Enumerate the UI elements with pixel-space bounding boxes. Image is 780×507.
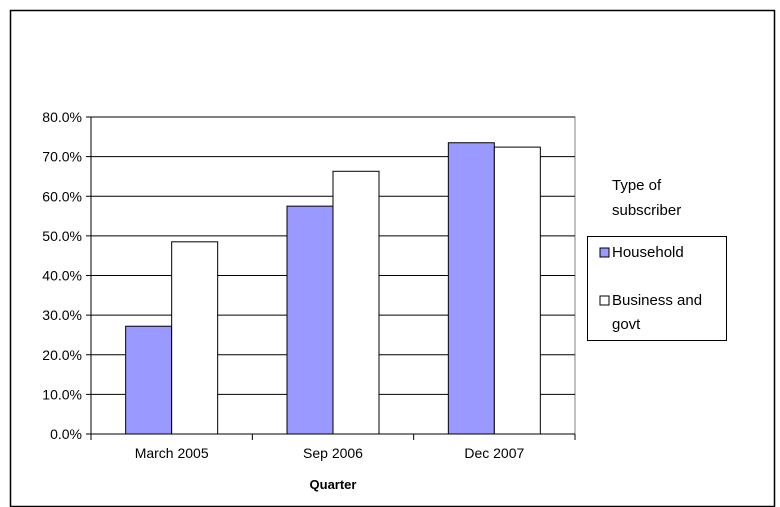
legend-swatch bbox=[599, 295, 610, 306]
bar-household bbox=[286, 205, 334, 435]
x-tick-label: Dec 2007 bbox=[464, 445, 524, 461]
y-tick-label: 30.0% bbox=[42, 307, 82, 323]
bar-business-govt bbox=[171, 241, 219, 435]
y-tick-label: 40.0% bbox=[42, 268, 82, 284]
legend: Type of subscriber Household Business and go… bbox=[587, 177, 727, 341]
y-tick-label: 60.0% bbox=[42, 188, 82, 204]
x-tick-label: Sep 2006 bbox=[303, 445, 363, 461]
y-tick-label: 20.0% bbox=[42, 347, 82, 363]
legend-title: Type of bbox=[612, 177, 662, 194]
y-tick-label: 10.0% bbox=[42, 386, 82, 402]
bar-household bbox=[447, 142, 495, 435]
y-tick-label: 0.0% bbox=[50, 426, 82, 442]
y-tick-label: 50.0% bbox=[42, 228, 82, 244]
bar-business-govt bbox=[332, 170, 380, 435]
legend-label: Business and bbox=[612, 292, 702, 309]
legend-title: subscriber bbox=[612, 202, 681, 219]
plot-area: 0.0% 10.0% 20.0% 30.0% 40.0% 50.0% 60.0% 70.0% 8… bbox=[42, 109, 576, 461]
y-tick-label: 70.0% bbox=[42, 149, 82, 165]
y-tick-label: 80.0% bbox=[42, 109, 82, 125]
x-axis-title: Quarter bbox=[310, 477, 357, 492]
legend-label: govt bbox=[612, 316, 641, 333]
bar-household bbox=[125, 325, 173, 435]
legend-box bbox=[587, 236, 727, 341]
legend-label: Household bbox=[612, 244, 684, 261]
x-tick-label: March 2005 bbox=[135, 445, 209, 461]
legend-swatch bbox=[599, 247, 610, 258]
bar-business-govt bbox=[493, 146, 541, 435]
